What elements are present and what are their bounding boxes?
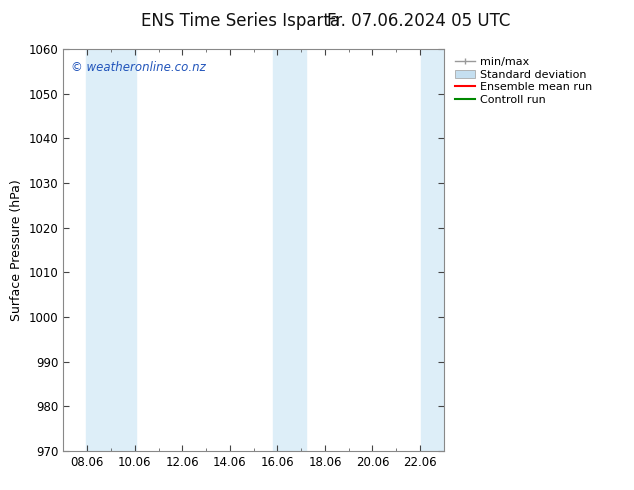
Bar: [421, 49, 444, 451]
Bar: [86, 49, 136, 451]
Text: © weatheronline.co.nz: © weatheronline.co.nz: [71, 61, 206, 74]
Y-axis label: Surface Pressure (hPa): Surface Pressure (hPa): [10, 179, 23, 321]
Bar: [273, 49, 306, 451]
Legend: min/max, Standard deviation, Ensemble mean run, Controll run: min/max, Standard deviation, Ensemble me…: [453, 54, 594, 107]
Text: ENS Time Series Isparta: ENS Time Series Isparta: [141, 12, 340, 30]
Text: Fr. 07.06.2024 05 UTC: Fr. 07.06.2024 05 UTC: [327, 12, 510, 30]
